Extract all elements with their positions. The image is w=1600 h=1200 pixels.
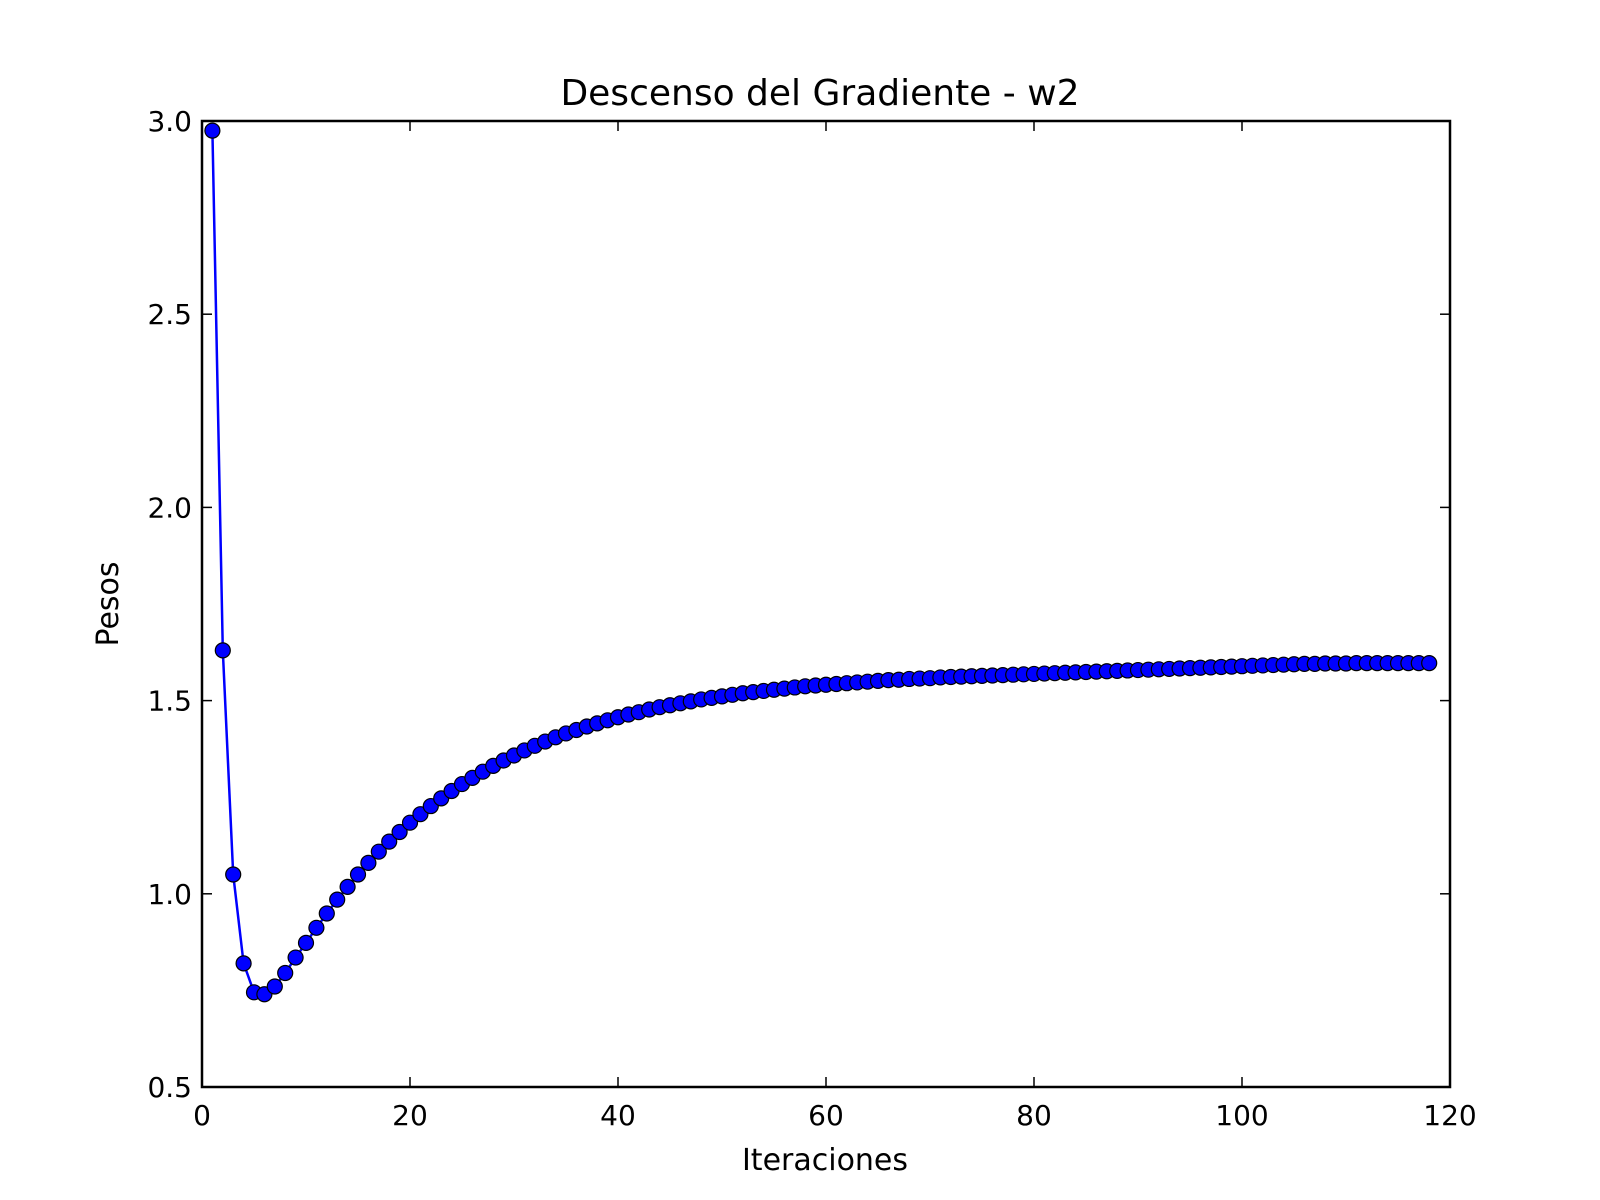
data-point <box>204 122 221 139</box>
y-tick-label: 1.5 <box>147 685 192 718</box>
data-point <box>225 866 242 883</box>
data-point <box>349 866 367 883</box>
axis-ticks: 0 20 40 60 80 100 120 0.5 1.0 1.5 2.0 2.5 3.0 <box>147 105 1476 1132</box>
data-point <box>297 934 315 951</box>
series-group <box>204 122 1438 1003</box>
data-point <box>214 642 231 659</box>
data-point <box>391 823 408 841</box>
data-point <box>277 964 294 982</box>
data-point <box>339 878 356 895</box>
data-point <box>287 949 304 966</box>
data-point <box>360 854 377 871</box>
y-tick-label: 2.5 <box>147 298 192 331</box>
x-tick-label: 80 <box>1016 1099 1052 1132</box>
data-point <box>266 978 283 995</box>
x-tick-label: 40 <box>600 1099 636 1132</box>
x-tick-label: 120 <box>1423 1099 1476 1132</box>
plot-area <box>200 119 1452 1089</box>
y-tick-label: 3.0 <box>147 105 192 138</box>
y-tick-label: 2.0 <box>147 491 192 524</box>
y-tick-label: 1.0 <box>147 878 192 911</box>
data-point <box>235 955 252 972</box>
x-axis-label: Iteraciones <box>742 1143 908 1178</box>
data-point <box>381 833 398 850</box>
data-point <box>329 891 346 908</box>
data-point <box>1421 655 1438 672</box>
data-point <box>318 905 335 922</box>
y-axis-label: Pesos <box>91 561 126 646</box>
x-tick-label: 20 <box>392 1099 428 1132</box>
data-point <box>308 919 325 936</box>
y-tick-label: 0.5 <box>147 1071 192 1104</box>
data-point <box>401 814 419 831</box>
x-tick-label: 0 <box>193 1099 211 1132</box>
x-tick-label: 60 <box>808 1099 844 1132</box>
x-tick-label: 100 <box>1215 1099 1268 1132</box>
data-point <box>370 843 387 860</box>
chart-title: Descenso del Gradiente - w2 <box>560 73 1079 114</box>
